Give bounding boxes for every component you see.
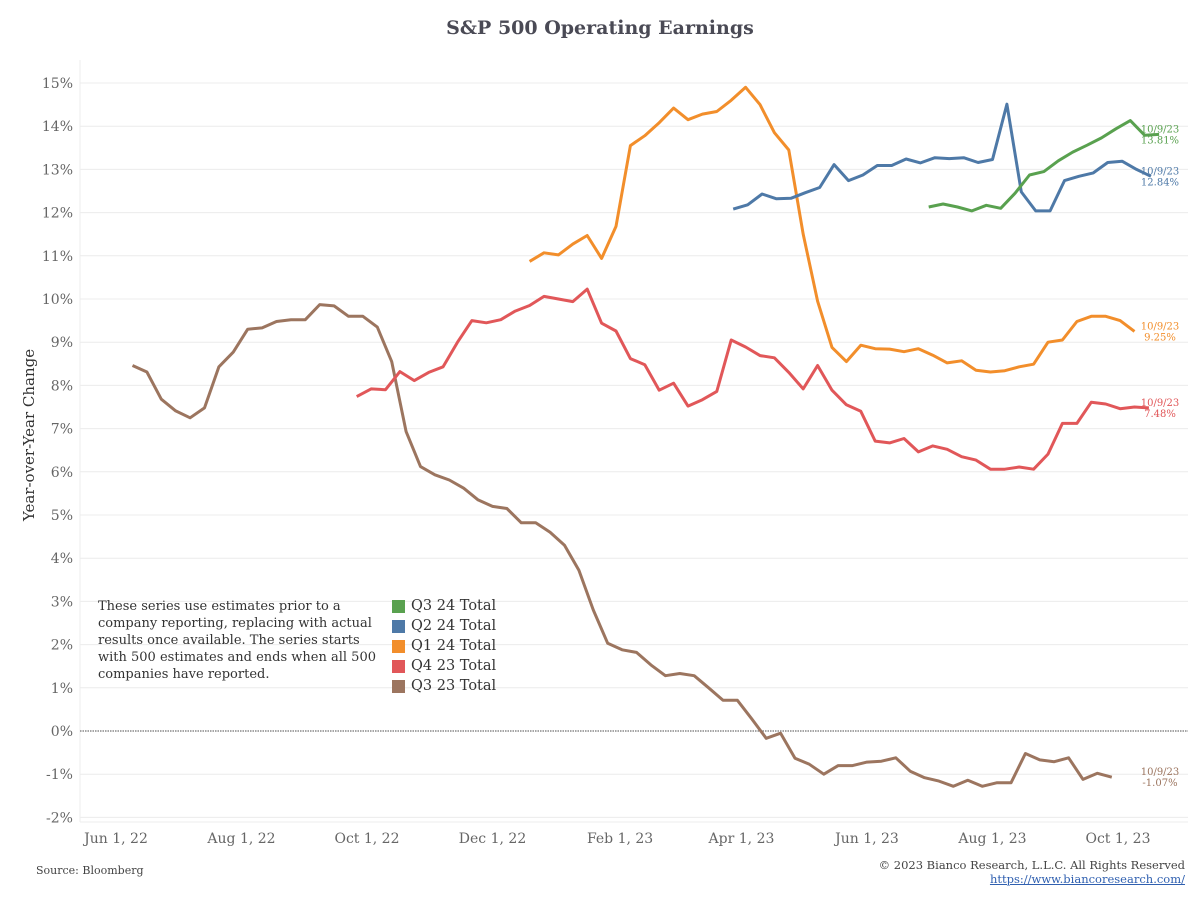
series-line-q4-23-total: [355, 287, 1149, 471]
website-link[interactable]: https://www.biancoresearch.com/: [989, 872, 1185, 886]
y-tick-label: 1%: [51, 681, 73, 697]
x-tick-label: Oct 1, 23: [1085, 831, 1150, 847]
y-tick-label: 3%: [51, 594, 73, 610]
x-tick-label: Apr 1, 23: [708, 831, 775, 847]
y-tick-label: 12%: [42, 206, 73, 222]
series-line-q2-24-total: [732, 102, 1152, 213]
y-tick-label: 7%: [51, 422, 73, 438]
y-tick-label: 5%: [51, 508, 73, 524]
legend-label: Q3 23 Total: [411, 678, 497, 694]
y-tick-label: -2%: [46, 810, 73, 826]
series-lines: [131, 85, 1160, 788]
end-value-label: 7.48%: [1144, 409, 1176, 420]
legend-swatch: [392, 619, 405, 633]
copyright-block: © 2023 Bianco Research, L.L.C. All Right…: [879, 858, 1185, 886]
legend-item: Q4 23 Total: [392, 656, 496, 676]
legend-item: Q3 23 Total: [392, 676, 496, 696]
chart-note: These series use estimates prior to a co…: [98, 599, 376, 682]
y-tick-label: 11%: [42, 249, 73, 265]
y-axis-ticks: 15% 14% 13% 12% 11% 10% 9% 8% 7% 6% 5% 4% 3% 2% 1% 0% -1…: [42, 76, 73, 826]
source-note: Source: Bloomberg: [36, 864, 144, 877]
legend-item: Q1 24 Total: [392, 636, 496, 656]
legend-swatch: [392, 599, 405, 613]
end-value-label: 9.25%: [1144, 332, 1176, 343]
legend-item: Q2 24 Total: [392, 616, 496, 636]
end-value-label: 13.81%: [1141, 135, 1179, 146]
legend-swatch: [392, 659, 405, 673]
end-value-label: 12.84%: [1141, 177, 1179, 188]
y-tick-label: 0%: [51, 724, 73, 740]
y-tick-label: 9%: [51, 335, 73, 351]
legend-label: Q1 24 Total: [411, 638, 497, 654]
legend-label: Q4 23 Total: [411, 658, 497, 674]
x-tick-label: Aug 1, 23: [957, 831, 1026, 847]
y-tick-label: 10%: [42, 292, 73, 308]
legend: Q3 24 Total Q2 24 Total Q1 24 Total Q4 2…: [392, 596, 496, 696]
chart-title: S&P 500 Operating Earnings: [446, 17, 754, 39]
end-date-label: 10/9/23: [1141, 321, 1180, 332]
y-tick-label: 2%: [51, 638, 73, 654]
y-tick-label: 6%: [51, 465, 73, 481]
series-line-q1-24-total: [528, 85, 1136, 374]
y-tick-label: 4%: [51, 551, 73, 567]
x-tick-label: Oct 1, 22: [334, 831, 399, 847]
legend-item: Q3 24 Total: [392, 596, 496, 616]
series-line-q3-23-total: [131, 303, 1113, 788]
end-date-label: 10/9/23: [1141, 398, 1180, 409]
series-line-q3-24-total: [928, 119, 1160, 213]
legend-label: Q2 24 Total: [411, 618, 497, 634]
x-tick-label: Feb 1, 23: [587, 831, 653, 847]
y-tick-label: 13%: [42, 162, 73, 178]
x-axis-ticks: Jun 1, 22 Aug 1, 22 Oct 1, 22 Dec 1, 22 Feb …: [82, 831, 1150, 847]
y-tick-label: 14%: [42, 119, 73, 135]
x-tick-label: Aug 1, 22: [206, 831, 275, 847]
x-tick-label: Jun 1, 23: [833, 831, 899, 847]
legend-label: Q3 24 Total: [411, 598, 497, 614]
x-tick-label: Jun 1, 22: [82, 831, 148, 847]
gridlines: [79, 60, 1188, 823]
legend-swatch: [392, 679, 405, 693]
y-tick-label: -1%: [46, 767, 73, 783]
y-tick-label: 15%: [42, 76, 73, 92]
end-date-label: 10/9/23: [1141, 124, 1180, 135]
end-value-label: -1.07%: [1142, 778, 1177, 789]
copyright-text: © 2023 Bianco Research, L.L.C. All Right…: [878, 858, 1185, 872]
x-tick-label: Dec 1, 22: [459, 831, 526, 847]
end-labels: 10/9/23-1.07%10/9/237.48%10/9/239.25%10/…: [1141, 124, 1180, 789]
end-date-label: 10/9/23: [1141, 767, 1180, 778]
legend-swatch: [392, 639, 405, 653]
y-tick-label: 8%: [51, 378, 73, 394]
end-date-label: 10/9/23: [1141, 166, 1180, 177]
